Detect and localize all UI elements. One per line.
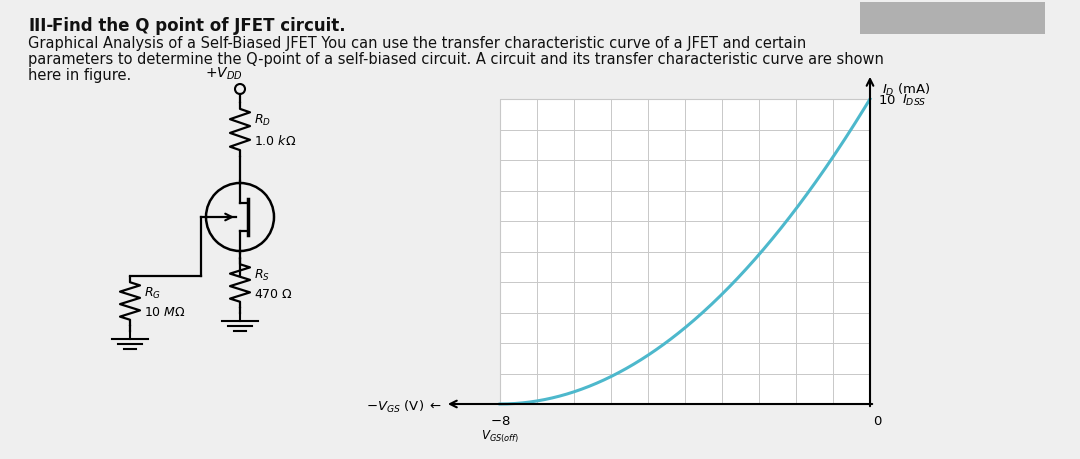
FancyBboxPatch shape bbox=[500, 100, 870, 404]
Text: $0$: $0$ bbox=[873, 414, 882, 427]
Text: Find the Q point of JFET circuit.: Find the Q point of JFET circuit. bbox=[52, 17, 346, 35]
Text: $10$: $10$ bbox=[878, 93, 896, 106]
Text: Graphical Analysis of a Self-Biased JFET You can use the transfer characteristic: Graphical Analysis of a Self-Biased JFET… bbox=[28, 36, 807, 51]
Text: $R_S$
$470\ \Omega$: $R_S$ $470\ \Omega$ bbox=[254, 267, 293, 300]
Text: $R_G$
$10\ M\Omega$: $R_G$ $10\ M\Omega$ bbox=[144, 285, 186, 318]
Text: $-8$: $-8$ bbox=[489, 414, 511, 427]
Text: $I_{DSS}$: $I_{DSS}$ bbox=[902, 92, 927, 107]
Text: parameters to determine the Q-point of a self-biased circuit. A circuit and its : parameters to determine the Q-point of a… bbox=[28, 52, 883, 67]
Text: $V_{GS(off)}$: $V_{GS(off)}$ bbox=[481, 428, 519, 444]
Text: $R_D$
$1.0\ k\Omega$: $R_D$ $1.0\ k\Omega$ bbox=[254, 113, 296, 147]
Text: III-: III- bbox=[28, 17, 53, 35]
FancyBboxPatch shape bbox=[860, 3, 1045, 35]
Text: here in figure.: here in figure. bbox=[28, 68, 132, 83]
Text: $-V_{GS}$ (V) $\leftarrow$: $-V_{GS}$ (V) $\leftarrow$ bbox=[366, 398, 442, 414]
Text: $I_D$ (mA): $I_D$ (mA) bbox=[882, 82, 931, 98]
Text: $+V_{DD}$: $+V_{DD}$ bbox=[205, 66, 243, 82]
